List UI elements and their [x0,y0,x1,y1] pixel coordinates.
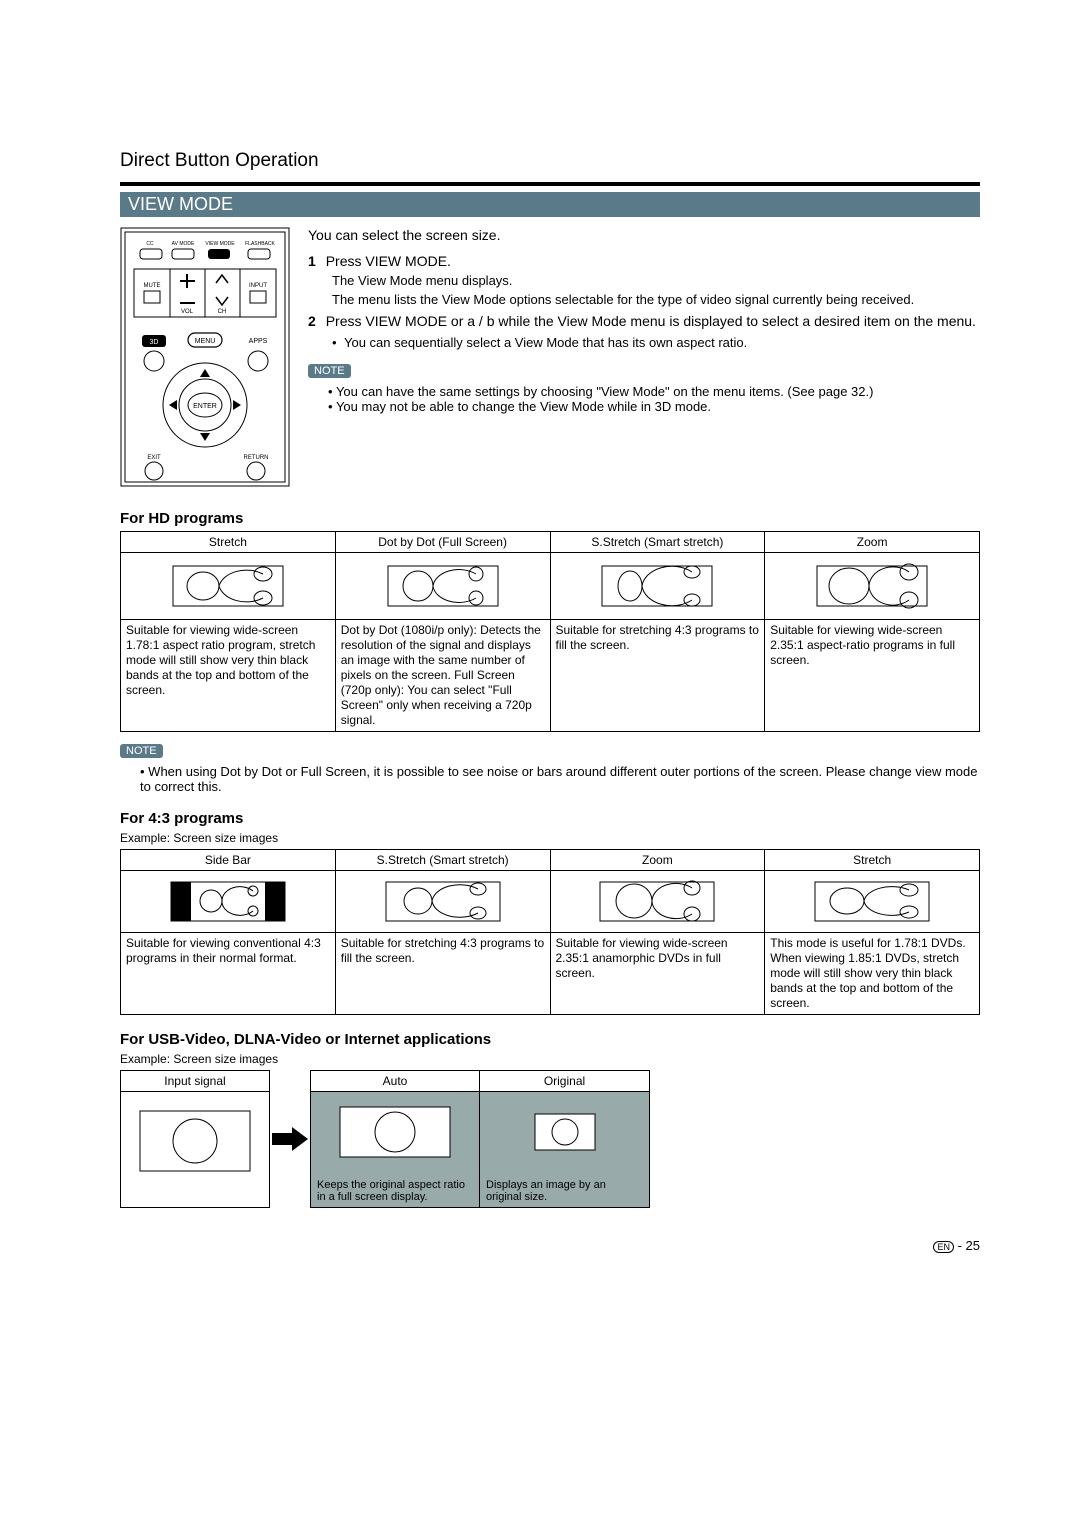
usb-auto-title: Auto [311,1071,479,1092]
hd-heading: For HD programs [120,510,980,527]
sd-col-1-img [335,871,550,933]
usb-original-title: Original [480,1071,649,1092]
hd-col-1-desc: Dot by Dot (1080i/p only): Detects the r… [335,620,550,732]
sd-col-0-img [121,871,336,933]
svg-text:CC: CC [146,241,154,247]
page-lang: EN [933,1241,954,1253]
svg-text:INPUT: INPUT [249,283,267,289]
usb-auto-desc: Keeps the original aspect ratio in a ful… [311,1175,479,1207]
step-2-num: 2 [308,313,316,329]
remote-diagram: CCAV MODEVIEW MODEFLASHBACK MUTE VOL CH … [120,227,290,490]
intro-text: You can select the screen size. [308,227,980,243]
svg-text:APPS: APPS [249,338,268,345]
svg-text:RETURN: RETURN [244,455,269,461]
step-1: 1 Press VIEW MODE. [308,253,980,269]
usb-original-desc: Displays an image by an original size. [480,1175,649,1207]
divider [120,182,980,186]
sd-col-3-title: Stretch [765,850,980,871]
step-2-bullet: • You can sequentially select a View Mod… [332,335,980,350]
sd-heading: For 4:3 programs [120,810,980,827]
hd-col-0-desc: Suitable for viewing wide-screen 1.78:1 … [121,620,336,732]
section-title: Direct Button Operation [120,150,980,172]
top-note-0: You can have the same settings by choosi… [328,384,980,399]
sd-col-3-img [765,871,980,933]
svg-text:VIEW MODE: VIEW MODE [205,241,235,247]
sd-col-3-desc: This mode is useful for 1.78:1 DVDs. Whe… [765,933,980,1015]
step-1-num: 1 [308,253,316,269]
svg-text:ENTER: ENTER [193,403,217,410]
step-2-title: Press VIEW MODE or a / b while the View … [326,313,976,329]
hd-col-1-img [335,553,550,620]
svg-text:CH: CH [218,309,227,315]
step-1-detail-1: The menu lists the View Mode options sel… [332,292,980,307]
usb-example: Example: Screen size images [120,1052,980,1066]
svg-text:EXIT: EXIT [147,455,161,461]
svg-text:MUTE: MUTE [144,283,161,289]
top-note-1: You may not be able to change the View M… [328,399,980,414]
sd-col-2-title: Zoom [550,850,765,871]
page-num-value: 25 [966,1238,980,1253]
sd-col-1-title: S.Stretch (Smart stretch) [335,850,550,871]
hd-col-1-title: Dot by Dot (Full Screen) [335,532,550,553]
sd-col-2-desc: Suitable for viewing wide-screen 2.35:1 … [550,933,765,1015]
hd-col-0-title: Stretch [121,532,336,553]
svg-text:AV MODE: AV MODE [172,241,195,247]
view-mode-banner: VIEW MODE [120,192,980,217]
step-1-detail-0: The View Mode menu displays. [332,273,980,288]
svg-text:3D: 3D [150,339,159,346]
sd-col-1-desc: Suitable for stretching 4:3 programs to … [335,933,550,1015]
hd-col-2-img [550,553,765,620]
svg-text:FLASHBACK: FLASHBACK [245,241,275,247]
svg-text:MENU: MENU [195,338,216,345]
hd-col-3-img [765,553,980,620]
hd-col-3-title: Zoom [765,532,980,553]
hd-col-2-title: S.Stretch (Smart stretch) [550,532,765,553]
arrow-icon [270,1070,310,1208]
usb-row: Input signal Auto Keeps the original asp… [120,1070,980,1208]
svg-text:VOL: VOL [181,309,194,315]
hd-col-0-img [121,553,336,620]
instructions: You can select the screen size. 1 Press … [308,227,980,490]
sd-col-0-title: Side Bar [121,850,336,871]
hd-table: Stretch Dot by Dot (Full Screen) S.Stret… [120,531,980,732]
step-2: 2 Press VIEW MODE or a / b while the Vie… [308,313,980,329]
step-1-title: Press VIEW MODE. [326,253,451,269]
hd-note: When using Dot by Dot or Full Screen, it… [140,764,980,794]
sd-col-2-img [550,871,765,933]
hd-col-3-desc: Suitable for viewing wide-screen 2.35:1 … [765,620,980,732]
hd-col-2-desc: Suitable for stretching 4:3 programs to … [550,620,765,732]
sd-example: Example: Screen size images [120,831,980,845]
page-number: EN - 25 [120,1238,980,1253]
step-2-bullet-text: You can sequentially select a View Mode … [344,335,747,350]
note-badge-2: NOTE [120,744,163,758]
sd-col-0-desc: Suitable for viewing conventional 4:3 pr… [121,933,336,1015]
usb-input-label: Input signal [121,1071,269,1092]
note-badge: NOTE [308,364,351,378]
sd-table: Side Bar S.Stretch (Smart stretch) Zoom … [120,849,980,1015]
usb-heading: For USB-Video, DLNA-Video or Internet ap… [120,1031,980,1048]
